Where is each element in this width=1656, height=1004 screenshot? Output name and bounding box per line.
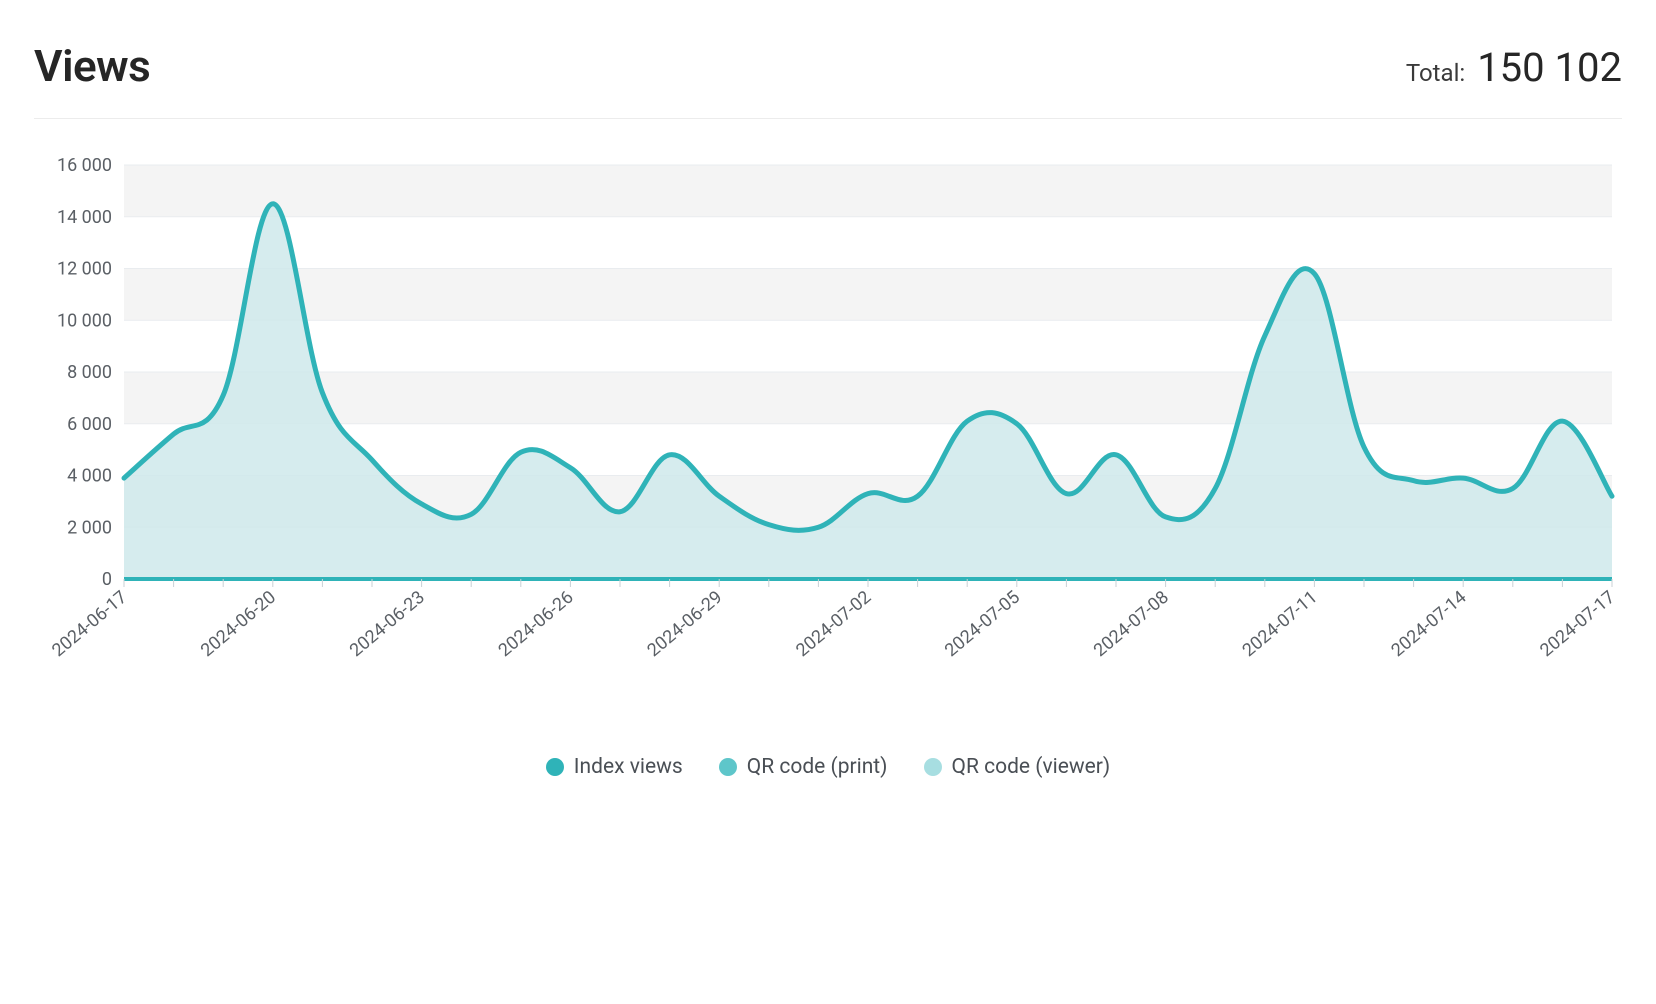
svg-text:12 000: 12 000 [57,259,112,280]
svg-text:8 000: 8 000 [67,362,112,383]
total-value: 150 102 [1477,44,1622,91]
svg-text:6 000: 6 000 [67,414,112,435]
svg-text:2024-07-08: 2024-07-08 [1090,587,1173,662]
svg-text:2 000: 2 000 [67,517,112,538]
svg-text:2024-07-05: 2024-07-05 [941,587,1024,662]
legend-swatch [719,758,737,776]
svg-text:2024-06-26: 2024-06-26 [494,587,577,662]
svg-text:2024-06-17: 2024-06-17 [48,587,131,662]
legend-label: QR code (print) [747,755,888,779]
svg-text:2024-07-17: 2024-07-17 [1536,587,1619,662]
legend-swatch [924,758,942,776]
legend-item-qr-viewer[interactable]: QR code (viewer) [924,755,1111,779]
legend-label: QR code (viewer) [952,755,1111,779]
svg-text:0: 0 [102,569,112,590]
views-chart: 0 2 000 4 000 6 000 8 000 10 000 12 000 14 000 1… [34,149,1622,689]
total-display: Total: 150 102 [1406,44,1622,91]
svg-text:10 000: 10 000 [57,310,112,331]
svg-text:2024-06-20: 2024-06-20 [197,587,280,662]
page-title: Views [34,40,150,92]
svg-text:4 000: 4 000 [67,466,112,487]
total-label: Total: [1406,59,1465,87]
legend-item-qr-print[interactable]: QR code (print) [719,755,888,779]
svg-text:2024-06-29: 2024-06-29 [643,587,726,662]
legend-label: Index views [574,755,683,779]
svg-text:2024-07-14: 2024-07-14 [1387,587,1470,662]
svg-text:16 000: 16 000 [57,155,112,176]
legend-item-index-views[interactable]: Index views [546,755,683,779]
svg-text:14 000: 14 000 [57,207,112,228]
chart-legend: Index views QR code (print) QR code (vie… [34,755,1622,779]
svg-text:2024-06-23: 2024-06-23 [346,587,429,662]
svg-text:2024-07-02: 2024-07-02 [792,587,875,662]
svg-text:2024-07-11: 2024-07-11 [1238,587,1321,662]
header: Views Total: 150 102 [34,40,1622,119]
legend-swatch [546,758,564,776]
